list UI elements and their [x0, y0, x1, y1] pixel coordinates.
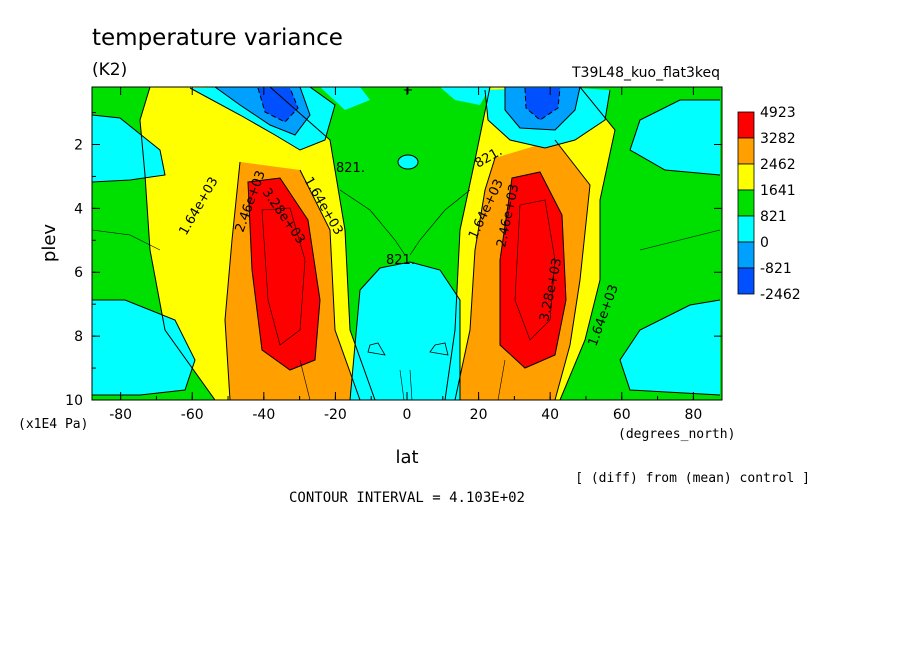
contour-fill-red-left: [248, 178, 320, 370]
colorbar-swatch: [737, 137, 755, 165]
svg-text:+: +: [403, 83, 414, 98]
y-tick-label: 4: [74, 201, 83, 217]
x-tick-label: -80: [109, 407, 132, 423]
run-label: T39L48_kuo_flat3keq: [571, 65, 720, 81]
colorbar-label: 2462: [760, 157, 796, 173]
plot-area: 821. 821. 821. 1.64e+03 2.46e+03 3.28e+0…: [92, 83, 722, 400]
y-tick-label: 10: [65, 393, 83, 409]
contour-fill-cyan-center: [350, 262, 460, 400]
y-axis-title: plev: [39, 224, 60, 263]
contour-fill-red-right: [500, 172, 566, 368]
contour-fill-cyan-top-mid-left: [320, 87, 370, 110]
x-tick-label: 60: [613, 407, 631, 423]
x-tick-label: -40: [252, 407, 275, 423]
colorbar-label: -821: [760, 261, 792, 277]
colorbar-label: 821: [760, 209, 787, 225]
x-tick-label: -20: [324, 407, 347, 423]
y-tick-label: 6: [74, 265, 83, 281]
contour-fill-cyan-left: [92, 115, 165, 182]
y-axis: 2 4 6 8 10: [65, 112, 722, 409]
y-tick-label: 8: [74, 329, 83, 345]
colorbar-label: 0: [760, 235, 769, 251]
y-units-label: (x1E4 Pa): [18, 417, 88, 432]
x-tick-label: 0: [403, 407, 412, 423]
contour-label: 821.: [336, 161, 365, 176]
colorbar-swatch: [737, 189, 755, 217]
units-label: (K2): [92, 60, 127, 80]
colorbar-swatch: [737, 267, 755, 295]
contour-lines: [92, 87, 721, 400]
colorbar-label: 4923: [760, 105, 796, 121]
contour-fill-cyan-top-mid-right: [440, 87, 490, 105]
contour-fill-cyan-right-low: [620, 300, 720, 395]
colorbar: 4923 3282 2462 1641 821 0 -821 -2462: [737, 105, 801, 303]
x-tick-label: 80: [684, 407, 702, 423]
x-tick-label: 20: [470, 407, 488, 423]
colorbar-label: 1641: [760, 183, 796, 199]
contour-interval-label: CONTOUR INTERVAL = 4.103E+02: [289, 490, 525, 506]
contour-fill-cyan-right: [630, 100, 720, 175]
y-tick-label: 2: [74, 137, 83, 153]
colorbar-label: -2462: [760, 287, 801, 303]
footer-note: [ (diff) from (mean) control ]: [575, 471, 810, 486]
x-tick-label: 40: [541, 407, 559, 423]
colorbar-label: 3282: [760, 131, 796, 147]
x-axis: -80 -60 -40 -20 0 20 40 60 80: [109, 87, 702, 423]
colorbar-swatch: [737, 215, 755, 243]
x-units-label: (degrees_north): [618, 427, 735, 442]
contour-fill-cyan-center-small: [398, 155, 418, 169]
colorbar-swatch: [737, 163, 755, 191]
contour-fill-cyan-left-low: [92, 300, 195, 395]
chart-title: temperature variance: [92, 25, 343, 51]
x-axis-title: lat: [395, 447, 418, 468]
contour-label: 821.: [386, 253, 415, 268]
colorbar-swatch: [737, 111, 755, 139]
x-tick-label: -60: [181, 407, 204, 423]
colorbar-swatch: [737, 241, 755, 269]
